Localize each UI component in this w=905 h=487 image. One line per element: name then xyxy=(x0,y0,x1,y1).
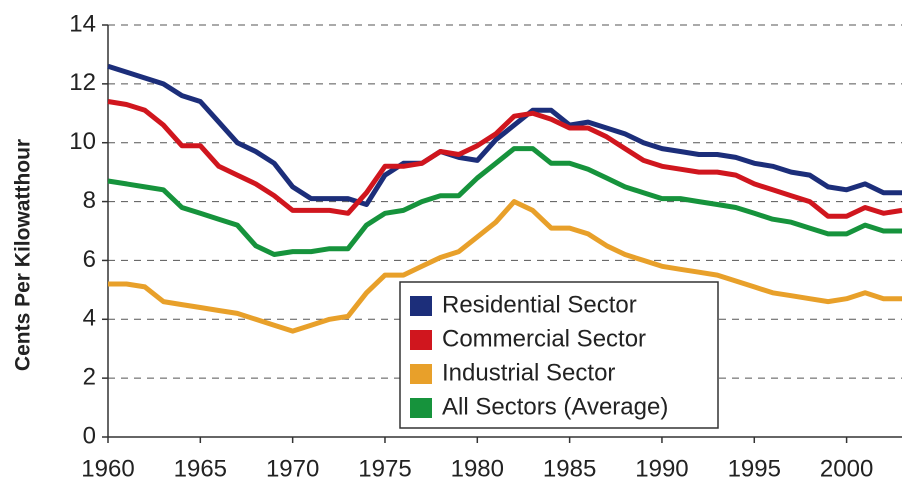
legend-swatch xyxy=(410,364,432,384)
x-tick-label: 1995 xyxy=(728,455,781,482)
y-tick-label: 8 xyxy=(83,187,96,214)
legend-swatch xyxy=(410,296,432,316)
x-tick-label: 1980 xyxy=(451,455,504,482)
series-line xyxy=(107,146,902,257)
legend-swatch xyxy=(410,330,432,350)
x-tick-label: 1990 xyxy=(635,455,688,482)
y-tick-label: 4 xyxy=(83,305,96,332)
series-line xyxy=(107,63,902,207)
legend-box xyxy=(399,281,719,429)
y-tick-label: 2 xyxy=(83,363,96,390)
legend-swatch xyxy=(410,398,432,418)
y-tick-label: 14 xyxy=(69,10,96,37)
x-tick-label: 1985 xyxy=(543,455,596,482)
legend-label: Commercial Sector xyxy=(442,325,646,352)
legend-label: Residential Sector xyxy=(442,291,637,318)
series-line xyxy=(108,199,902,334)
x-tick-label: 2000 xyxy=(820,455,873,482)
legend-label: Industrial Sector xyxy=(442,359,615,386)
legend-label: All Sectors (Average) xyxy=(442,393,668,420)
series-line xyxy=(107,99,903,219)
x-tick-label: 1960 xyxy=(81,455,134,482)
y-tick-label: 0 xyxy=(83,422,96,449)
x-tick-label: 1970 xyxy=(266,455,319,482)
y-axis-label: Cents Per Kilowatthour xyxy=(12,139,35,371)
y-tick-label: 6 xyxy=(83,246,96,273)
y-tick-label: 10 xyxy=(69,128,96,155)
y-tick-label: 12 xyxy=(69,69,96,96)
x-tick-label: 1975 xyxy=(358,455,411,482)
x-tick-label: 1965 xyxy=(174,455,227,482)
